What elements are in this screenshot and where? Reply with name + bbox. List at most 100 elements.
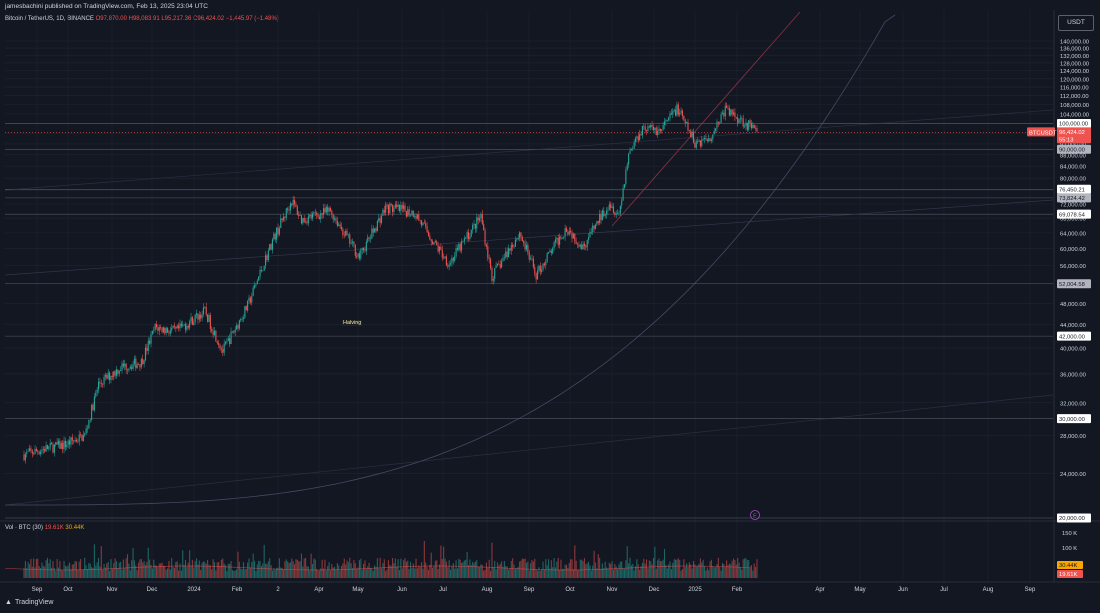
symbol-name[interactable]: Bitcoin / TetherUS, 1D, BINANCE [5, 16, 94, 22]
volume-bar [548, 559, 550, 578]
candle-body [576, 243, 579, 245]
volume-bar [296, 559, 298, 578]
price-tick-label: 124,000.00 [1060, 69, 1089, 75]
candle-body [331, 210, 333, 215]
candle-body [265, 255, 267, 266]
candle-body [690, 130, 692, 137]
volume-bar [433, 566, 435, 578]
volume-bar [585, 564, 587, 578]
volume-bar [415, 558, 417, 578]
volume-bar [150, 564, 152, 578]
volume-bar [509, 567, 511, 578]
volume-bar [432, 567, 434, 578]
volume-bar [607, 568, 609, 578]
volume-bar [222, 558, 224, 578]
candle-body [534, 267, 536, 274]
candle-body [441, 249, 443, 258]
volume-bar [465, 559, 467, 578]
candle-body [756, 128, 758, 132]
volume-bar [242, 562, 245, 578]
volume-bar [628, 563, 630, 578]
candle-body [133, 358, 135, 364]
volume-legend[interactable]: Vol · BTC (30) 19.61K 30.44K [5, 525, 84, 531]
candle-body [245, 306, 247, 311]
candle-body [213, 330, 216, 335]
candle-body [37, 450, 39, 453]
level-tag-label: 100,000.00 [1059, 122, 1088, 128]
candle-body [670, 113, 672, 115]
candle-body [447, 265, 449, 267]
candle-body [74, 439, 76, 442]
volume-bar [209, 565, 211, 578]
volume-bar [227, 563, 229, 578]
candle-body [158, 327, 160, 331]
candle-body [421, 220, 423, 226]
candle-body [572, 233, 574, 239]
volume-bar [193, 567, 195, 578]
candle-body [236, 325, 238, 330]
volume-bar [703, 566, 706, 578]
candle-body [394, 204, 396, 208]
tradingview-logo[interactable]: ▲ TradingView [5, 599, 53, 606]
candle-body [592, 225, 594, 232]
price-tick-label: 36,000.00 [1060, 372, 1086, 378]
volume-bar [709, 561, 711, 578]
candle-body [277, 227, 279, 235]
candle-body [430, 239, 432, 242]
volume-value-1: 19.61K [44, 525, 64, 531]
volume-bar [617, 568, 619, 578]
candle-body [666, 119, 668, 121]
volume-bar [80, 559, 82, 578]
volume-bar [483, 570, 485, 578]
candle-body [285, 208, 287, 218]
candle-body [224, 341, 227, 344]
candle-body [171, 328, 173, 331]
volume-bar [478, 567, 481, 578]
volume-bar [270, 565, 272, 578]
volume-axis-label: 100 K [1062, 546, 1077, 552]
volume-bar [179, 563, 181, 578]
candle-body [559, 236, 561, 245]
volume-bar [334, 566, 336, 578]
volume-bar [687, 567, 689, 578]
volume-bar [200, 569, 202, 578]
candle-body [434, 241, 436, 243]
candle-body [750, 123, 753, 129]
volume-bar [575, 560, 577, 578]
candle-body [295, 204, 297, 207]
support-curve [5, 14, 896, 506]
candle-body [53, 444, 55, 453]
candle-body [242, 317, 245, 320]
volume-bar [138, 562, 140, 578]
volume-bar [564, 564, 566, 578]
time-axis-label: Aug [983, 587, 994, 593]
volume-bar [401, 568, 403, 578]
candle-body [677, 104, 679, 115]
volume-bar [688, 562, 690, 578]
volume-bar [151, 568, 153, 578]
time-axis-label: Oct [565, 587, 575, 593]
volume-bar [507, 569, 510, 578]
volume-bar [456, 568, 459, 578]
candle-body [280, 218, 282, 229]
ohlc-legend[interactable]: Bitcoin / TetherUS, 1D, BINANCE O97,870.… [5, 16, 279, 22]
volume-bar [619, 561, 621, 578]
volume-bar [389, 564, 391, 578]
volume-bar [100, 546, 102, 578]
volume-bar [196, 558, 198, 578]
halving-marker[interactable]: Halving [342, 320, 363, 326]
candle-body [632, 148, 634, 150]
time-axis-label: Apr [815, 587, 824, 593]
candle-body [226, 340, 228, 342]
diagonal-line [4, 394, 1054, 506]
candle-body [255, 283, 257, 286]
candle-body [167, 328, 169, 333]
volume-bar [295, 559, 297, 578]
candle-body [387, 204, 389, 214]
currency-button[interactable]: USDT [1058, 15, 1094, 31]
volume-bar [288, 562, 290, 578]
candle-body [253, 285, 256, 288]
volume-bar [560, 559, 562, 578]
candle-body [422, 222, 424, 226]
